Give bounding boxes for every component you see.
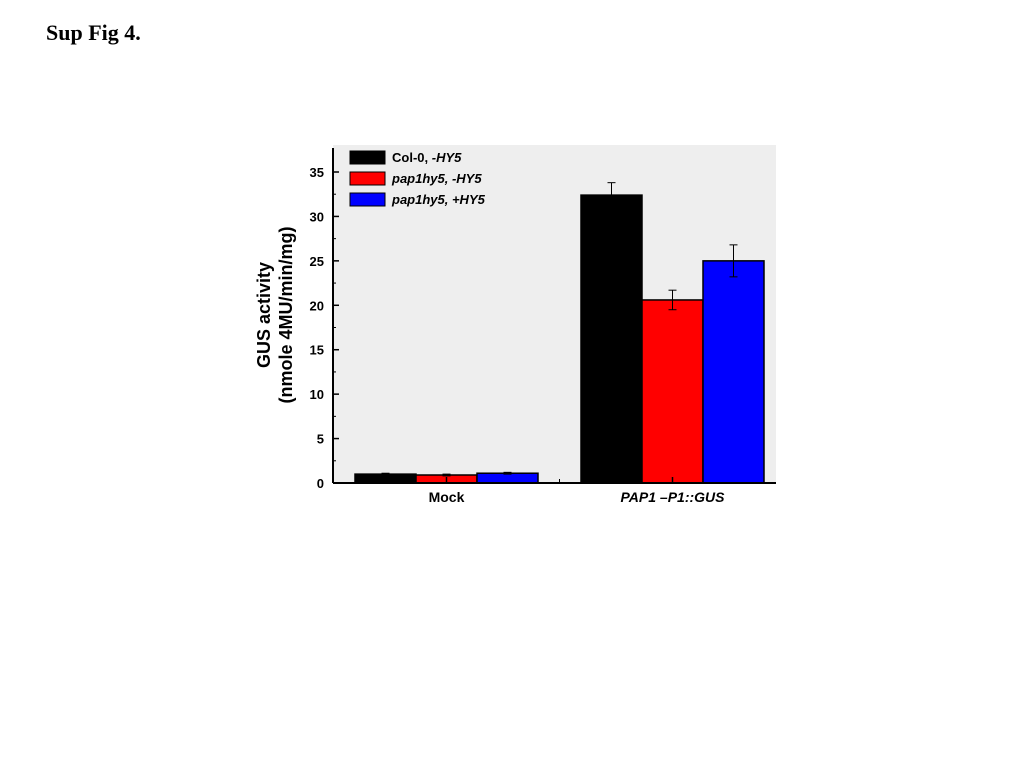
y-tick-label-35: 35 [310, 165, 324, 180]
y-tick-label-30: 30 [310, 209, 324, 224]
legend-swatch-2 [349, 192, 386, 207]
y-tick-label-0: 0 [317, 476, 324, 491]
bars-layer [354, 194, 765, 484]
bar-2-0 [476, 472, 539, 484]
bar-1-1 [641, 299, 704, 484]
legend: Col-0, -HY5 pap1hy5, -HY5 pap1hy5, +HY5 [349, 150, 486, 207]
y-tick-label-5: 5 [317, 432, 324, 447]
legend-label-2: pap1hy5, +HY5 [391, 192, 486, 207]
legend-swatch-0 [349, 150, 386, 165]
x-tick-label-1: PAP1 –P1::GUS [621, 489, 726, 505]
legend-label-1: pap1hy5, -HY5 [391, 171, 482, 186]
y-axis-label: GUS activity (nmole 4MU/min/mg) [254, 226, 296, 403]
y-tick-label-20: 20 [310, 298, 324, 313]
bar-2-1 [702, 260, 765, 484]
y-tick-label-25: 25 [310, 254, 324, 269]
y-axis-label-line-1: (nmole 4MU/min/mg) [276, 226, 296, 403]
legend-swatch-1 [349, 171, 386, 186]
error-bars-layer [381, 182, 738, 477]
bar-0-1 [580, 194, 643, 484]
legend-label-0: Col-0, -HY5 [392, 150, 462, 165]
page-title: Sup Fig 4. [46, 20, 141, 45]
y-tick-label-10: 10 [310, 387, 324, 402]
x-tick-label-0: Mock [429, 489, 465, 505]
y-tick-label-15: 15 [310, 343, 324, 358]
y-axis-label-line-0: GUS activity [254, 262, 274, 368]
